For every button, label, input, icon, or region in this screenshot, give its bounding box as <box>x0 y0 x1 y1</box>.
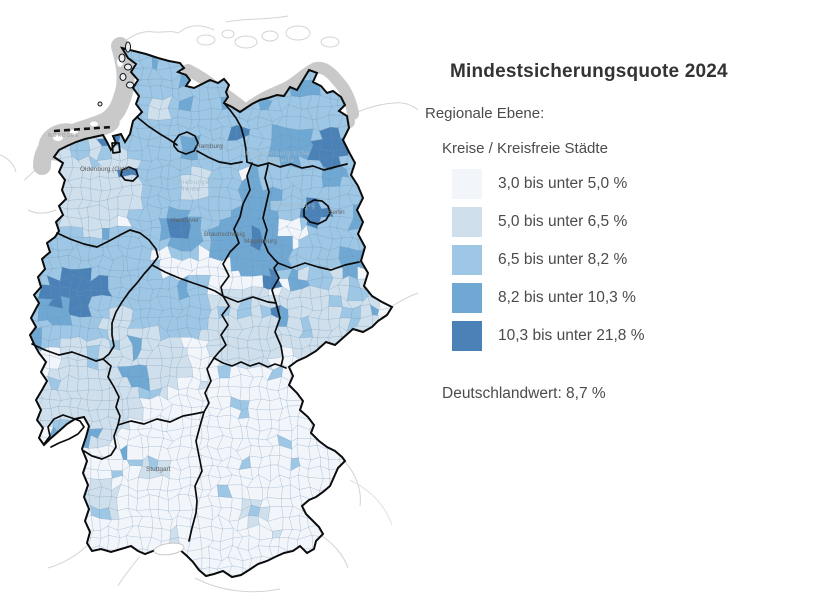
germany-outline <box>28 46 394 579</box>
map-label: Heide <box>180 187 201 193</box>
legend: 3,0 bis unter 5,0 % 5,0 bis unter 6,5 % 6,… <box>452 169 645 359</box>
border-berlin <box>303 199 331 225</box>
legend-label: 6,5 bis unter 8,2 % <box>498 251 628 268</box>
legend-swatch <box>452 283 482 313</box>
legend-item: 6,5 bis unter 8,2 % <box>452 245 645 275</box>
border-bremen <box>120 166 139 182</box>
legend-swatch <box>452 245 482 275</box>
map-label: Mecklenburgische <box>246 151 310 157</box>
border-sh-ns-east <box>196 150 243 165</box>
border-he-ns <box>151 264 224 297</box>
map-label: Lüneburger <box>172 180 213 186</box>
border-bb-west-south <box>262 164 360 271</box>
map-label: Braunschweig <box>204 231 245 238</box>
legend-item: 10,3 bis unter 21,8 % <box>452 321 645 351</box>
border-th-by <box>213 357 282 368</box>
border-hamburg <box>173 131 199 155</box>
frisian-islands <box>53 41 134 133</box>
bodensee-lake <box>153 542 185 556</box>
legend-label: 10,3 bis unter 21,8 % <box>498 327 645 344</box>
legend-swatch <box>452 321 482 351</box>
regional-level-value: Kreise / Kreisfreie Städte <box>442 140 608 157</box>
border-bw-by <box>188 411 205 542</box>
border-nrw-he <box>102 264 153 360</box>
map-label: Seenplatte <box>256 158 295 164</box>
germany-value: Deutschlandwert: 8,7 % <box>442 385 606 402</box>
neighbor-coastlines <box>0 15 419 593</box>
border-ns-nrw <box>56 229 159 266</box>
legend-item: 3,0 bis unter 5,0 % <box>452 169 645 199</box>
border-rp-he <box>102 358 121 426</box>
legend-label: 3,0 bis unter 5,0 % <box>498 175 628 192</box>
border-rp-bw <box>83 424 119 460</box>
border-elbe-sh-ns <box>136 116 178 146</box>
regional-level-label: Regionale Ebene: <box>425 105 545 122</box>
map-label: Hamburg <box>196 143 223 150</box>
legend-swatch <box>452 169 482 199</box>
map-label: Hannover <box>171 217 200 224</box>
legend-label: 5,0 bis unter 6,5 % <box>498 213 628 230</box>
map-label: Brandenburg <box>270 203 316 209</box>
map-label: NORDSEE <box>48 133 80 139</box>
legend-label: 8,2 bis unter 10,3 % <box>498 289 636 306</box>
border-ns-st <box>220 162 253 297</box>
legend-item: 5,0 bis unter 6,5 % <box>452 207 645 237</box>
district-cells <box>30 48 392 577</box>
border-mv-south <box>246 161 348 171</box>
germany-choropleth-map[interactable]: Hamburg Hannover Braunschweig Magdeburg Berl… <box>0 0 420 611</box>
border-he-th <box>213 295 230 359</box>
border-nrw-rp <box>31 343 104 362</box>
map-label: Oldenburg (Oldb) <box>80 166 130 173</box>
border-sh-mv <box>223 102 248 163</box>
legend-swatch <box>452 207 482 237</box>
border-bw-north <box>117 411 205 426</box>
border-he-by <box>203 357 215 413</box>
legend-item: 8,2 bis unter 10,3 % <box>452 283 645 313</box>
map-title: Mindestsicherungsquote 2024 <box>450 61 728 82</box>
map-label: Berlin <box>328 209 345 216</box>
map-label: Magdeburg <box>244 238 277 245</box>
map-label: Stuttgart <box>146 466 171 473</box>
